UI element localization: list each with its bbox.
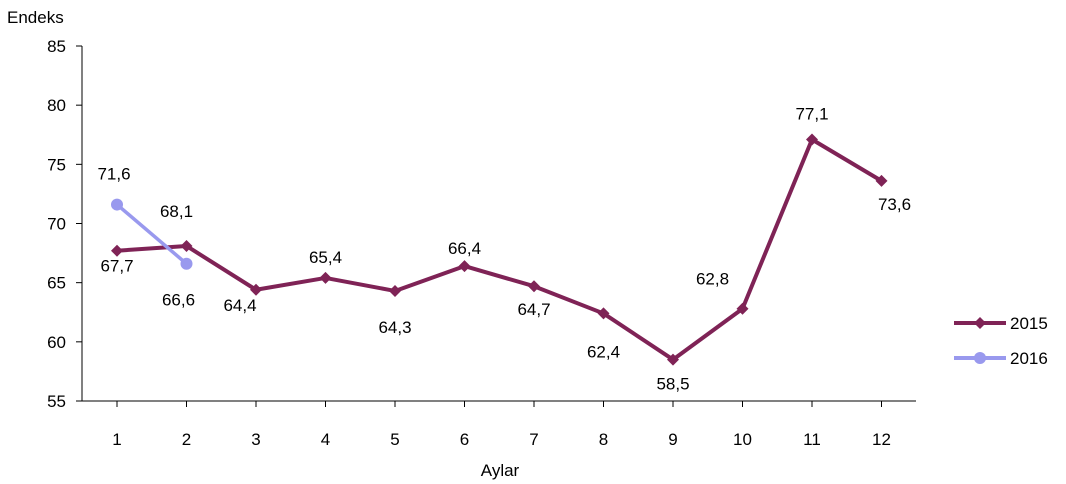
x-tick-label: 7 [529, 430, 538, 449]
x-axis-ticks: 1 2 3 4 5 6 7 8 9 10 11 12 [112, 401, 891, 449]
series-line-2016 [115, 203, 188, 266]
x-tick-label: 1 [112, 430, 121, 449]
x-tick-label: 12 [872, 430, 891, 449]
data-point [180, 239, 193, 252]
x-tick-label: 5 [390, 430, 399, 449]
data-label: 77,1 [795, 104, 828, 123]
x-tick-label: 6 [460, 430, 469, 449]
data-point [111, 244, 123, 257]
data-label: 64,4 [223, 296, 256, 315]
y-tick-label: 80 [47, 96, 66, 115]
legend-marker-2015 [974, 317, 986, 329]
data-label: 62,4 [587, 342, 620, 361]
data-point [458, 260, 471, 273]
data-point [389, 284, 401, 297]
x-axis-title: Aylar [481, 461, 520, 480]
x-tick-label: 9 [668, 430, 677, 449]
data-point [319, 271, 332, 284]
series-line-2015 [116, 137, 883, 362]
y-axis-title: Endeks [7, 8, 64, 27]
data-point [875, 174, 888, 187]
data-point [111, 198, 123, 211]
data-label: 66,6 [162, 291, 195, 310]
legend: 2015 2016 [954, 314, 1048, 368]
data-label: 73,6 [878, 195, 911, 214]
data-label: 58,5 [656, 375, 689, 394]
y-tick-label: 65 [47, 274, 66, 293]
data-label: 62,8 [696, 270, 729, 289]
data-point [806, 133, 818, 146]
data-label: 67,7 [100, 257, 133, 276]
data-point [250, 283, 262, 296]
data-point [528, 280, 540, 293]
data-point [736, 302, 749, 315]
y-tick-label: 60 [47, 333, 66, 352]
data-label: 71,6 [97, 165, 130, 184]
legend-item-2016: 2016 [954, 349, 1048, 368]
y-tick-label: 75 [47, 155, 66, 174]
data-labels: 67,7 68,1 64,4 65,4 64,3 66,4 64,7 62,4 58,5 62,8… [97, 104, 911, 393]
legend-marker-2016 [974, 352, 986, 364]
data-label: 68,1 [160, 202, 193, 221]
series-2015 [111, 133, 888, 366]
y-tick-label: 55 [47, 392, 66, 411]
x-tick-label: 11 [803, 430, 821, 449]
legend-item-2015: 2015 [954, 314, 1048, 333]
y-axis-ticks: 55 60 65 70 75 80 85 [47, 37, 82, 411]
data-label: 65,4 [309, 248, 342, 267]
data-label: 64,3 [378, 318, 411, 337]
data-point [597, 307, 610, 320]
legend-label-2016: 2016 [1010, 349, 1048, 368]
x-tick-label: 4 [321, 430, 330, 449]
x-tick-label: 3 [251, 430, 260, 449]
data-label: 64,7 [517, 300, 550, 319]
x-tick-label: 10 [733, 430, 752, 449]
y-tick-label: 85 [47, 37, 66, 56]
data-label: 66,4 [448, 239, 481, 258]
data-point [180, 257, 193, 270]
legend-label-2015: 2015 [1010, 314, 1048, 333]
x-tick-label: 2 [182, 430, 191, 449]
data-point [667, 353, 679, 366]
x-tick-label: 8 [599, 430, 608, 449]
series-2016 [111, 198, 193, 270]
y-tick-label: 70 [47, 215, 66, 234]
